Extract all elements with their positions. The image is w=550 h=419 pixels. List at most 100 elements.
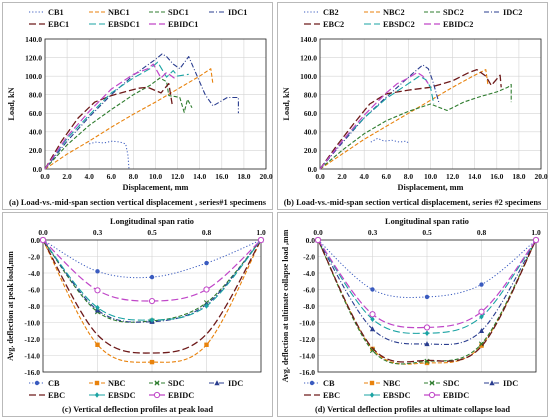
chart-a-series-NBC1 xyxy=(44,68,214,170)
chart-a-series-EBC1 xyxy=(44,82,173,170)
chart-d-ytick-label: -14.0 xyxy=(299,351,315,360)
chart-b-xlabel: Displacement, mm xyxy=(398,183,464,192)
chart-b-series-EBC2 xyxy=(319,68,502,170)
chart-b-legend-CB2-label: CB2 xyxy=(323,8,339,17)
chart-d-point-EBSDC xyxy=(424,330,430,337)
chart-d-legend-IDC-label: IDC xyxy=(503,379,518,388)
chart-d-point-EBIDC xyxy=(478,308,485,315)
chart-d-point-CB xyxy=(479,282,484,287)
chart-d-series-CB xyxy=(317,239,537,298)
chart-d-point-CB xyxy=(370,287,375,292)
chart-b-svg: CB2 NBC2 SDC2 IDC2 EBC2 EBSDC2 EBIDC2 0.0 20.0 40… xyxy=(282,8,548,192)
chart-d-legend-EBIDC-label: EBIDC xyxy=(443,391,469,400)
panel-c: Longitudinal span ratio 0.0 -2.0 -4.0 -6.0 -8… xyxy=(2,212,273,417)
chart-c-legend-IDC-label: IDC xyxy=(228,379,243,388)
chart-c-xlabel: Longitudinal span ratio xyxy=(110,217,194,226)
chart-a-xlabel: Displacement, mm xyxy=(123,183,189,192)
chart-d-legend-EBIDC-marker xyxy=(428,391,436,399)
chart-d-point-EBIDC xyxy=(369,311,376,318)
chart-c-ytick-label: -14.0 xyxy=(24,351,40,360)
chart-d-ylabel: Avg. deflection at ultimate collapse loa… xyxy=(281,229,290,382)
chart-a-legend-EBIDC1-label: EBIDC1 xyxy=(168,20,198,29)
chart-a-legend-SDC1-label: SDC1 xyxy=(168,8,189,17)
chart-d-point-CB xyxy=(424,294,430,300)
chart-c-ytick-label: 0.0 xyxy=(31,236,41,245)
chart-c-legend-SDC-marker xyxy=(154,380,160,386)
chart-c-point-EBIDC xyxy=(39,236,47,244)
chart-c-point-EBIDC xyxy=(148,297,156,305)
chart-a-xtick-label: 6.0 xyxy=(107,172,117,181)
chart-c-point-NBC xyxy=(204,342,209,347)
chart-c-xtick-label: 0.0 xyxy=(38,228,48,237)
chart-c-legend-IDC-marker xyxy=(214,380,220,386)
chart-d-legend-EBSDC-marker xyxy=(369,392,375,398)
chart-c-point-CB xyxy=(149,274,155,280)
chart-a-ytick-label: 120.0 xyxy=(25,53,42,62)
chart-a-legend-CB1-label: CB1 xyxy=(48,8,64,17)
panel-d: Longitudinal span ratio 0.0 -2.0 -4.0 -6.0 -8… xyxy=(277,212,548,417)
chart-d-legend-SDC-label: SDC xyxy=(443,379,460,388)
chart-c-point-EBSDC xyxy=(95,304,100,311)
chart-b-xtick-label: 20.0 xyxy=(534,172,547,181)
chart-a-xtick-label: 18.0 xyxy=(237,172,250,181)
chart-a-ytick-label: 80.0 xyxy=(29,91,42,100)
chart-d-ytick-label: -4.0 xyxy=(303,269,315,278)
chart-c-legend-EBSDC-marker xyxy=(94,392,100,398)
chart-b-xtick-label: 8.0 xyxy=(404,172,414,181)
chart-d-xtick-label: 0.5 xyxy=(422,228,432,237)
chart-c-ytick-label: -12.0 xyxy=(24,335,40,344)
chart-c-legend-EBC-label: EBC xyxy=(48,391,65,400)
chart-b-xtick-label: 18.0 xyxy=(512,172,525,181)
chart-b-legend-EBSDC2-label: EBSDC2 xyxy=(383,20,415,29)
chart-b-legend-NBC2-label: NBC2 xyxy=(383,8,405,17)
panel-b: CB2 NBC2 SDC2 IDC2 EBC2 EBSDC2 EBIDC2 0.0 20.0 40… xyxy=(277,2,548,210)
chart-d-ytick-label: 0.0 xyxy=(306,236,316,245)
chart-b-ytick-label: 60.0 xyxy=(304,109,317,118)
chart-b-xtick-label: 2.0 xyxy=(337,172,347,181)
chart-a-series-EBSDC1 xyxy=(44,61,189,170)
chart-a-series-SDC1 xyxy=(44,77,193,170)
chart-a-ytick-label: 60.0 xyxy=(29,109,42,118)
chart-d-ytick-label: -16.0 xyxy=(299,368,315,377)
chart-a-xtick-label: 20.0 xyxy=(259,172,272,181)
chart-a-ytick-label: 0.0 xyxy=(33,165,43,174)
chart-a-legend-EBSDC1-label: EBSDC1 xyxy=(108,20,140,29)
chart-b-series-EBSDC2 xyxy=(319,75,435,170)
chart-d-series-EBC xyxy=(317,239,537,363)
chart-c-series-EBC xyxy=(42,239,262,354)
chart-b-xtick-label: 4.0 xyxy=(360,172,370,181)
chart-c-ytick-label: -4.0 xyxy=(28,269,40,278)
chart-d-legend-NBC-marker xyxy=(369,380,375,386)
chart-b-ytick-label: 0.0 xyxy=(308,165,318,174)
chart-a-legend-EBC1-label: EBC1 xyxy=(48,20,69,29)
chart-a-series-IDC1 xyxy=(44,53,239,170)
chart-a-legend-IDC1-label: IDC1 xyxy=(228,8,247,17)
chart-d-legend-NBC-label: NBC xyxy=(383,379,401,388)
chart-d-point-IDC xyxy=(424,341,430,347)
chart-c-point-CB xyxy=(204,260,209,266)
chart-a-xtick-label: 10.0 xyxy=(149,172,162,181)
chart-a-ytick-label: 20.0 xyxy=(29,146,42,155)
chart-a-ytick-label: 140.0 xyxy=(25,35,42,44)
chart-a-xtick-label: 2.0 xyxy=(62,172,72,181)
chart-c-point-EBIDC xyxy=(94,287,101,294)
chart-d-ytick-label: -10.0 xyxy=(299,318,315,327)
chart-d-ytick-label: -12.0 xyxy=(299,335,315,344)
chart-a-xtick-label: 12.0 xyxy=(171,172,184,181)
chart-a-xtick-label: 14.0 xyxy=(193,172,206,181)
chart-d-legend-EBSDC-label: EBSDC xyxy=(383,391,411,400)
chart-d-xtick-label: 1.0 xyxy=(531,228,541,237)
chart-b-xtick-label: 14.0 xyxy=(468,172,481,181)
caption-b: (b) Load-vs.-mid-span section vertical d… xyxy=(283,198,542,207)
chart-b-ytick-label: 140.0 xyxy=(300,35,317,44)
chart-c-point-EBSDC xyxy=(204,303,209,309)
chart-c-point-CB xyxy=(95,269,100,274)
chart-d-point-NBC xyxy=(479,343,484,348)
chart-a-ytick-label: 100.0 xyxy=(25,72,42,81)
chart-d-point-EBSDC xyxy=(479,313,484,320)
chart-c-legend-NBC-label: NBC xyxy=(108,379,126,388)
chart-c-point-EBIDC xyxy=(257,236,265,244)
chart-b-series-EBIDC2 xyxy=(319,71,429,170)
chart-d-point-IDC xyxy=(478,327,485,333)
